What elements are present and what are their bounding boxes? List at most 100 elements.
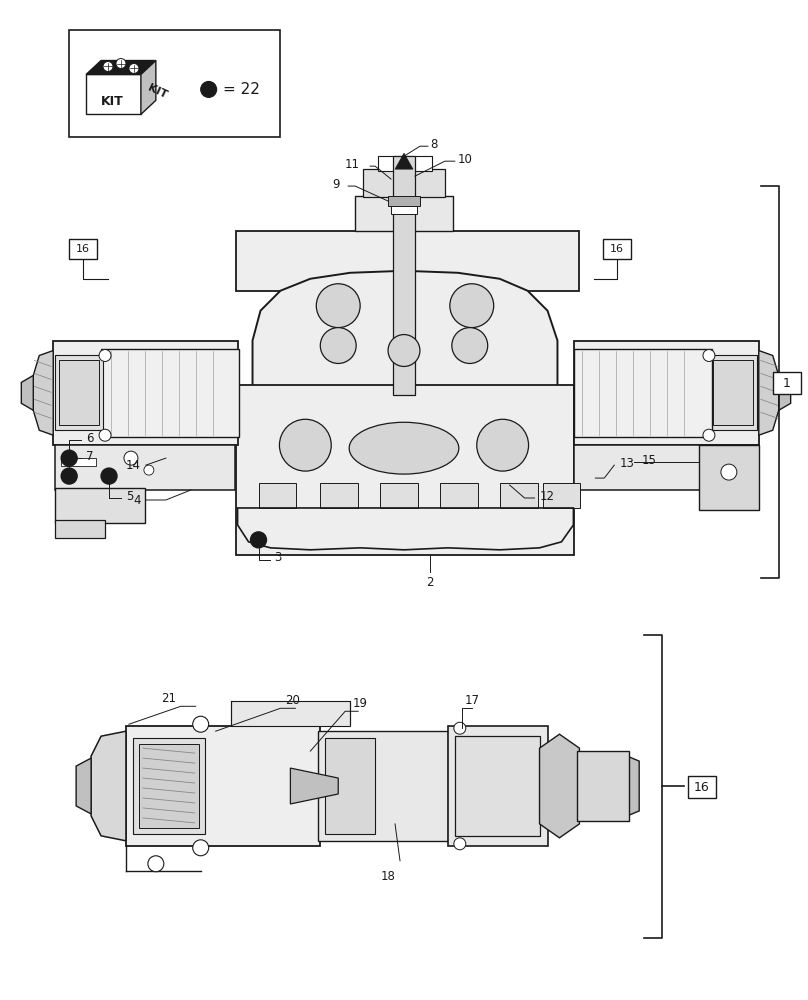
Bar: [69, 239, 97, 259]
Circle shape: [103, 62, 113, 71]
Circle shape: [280, 419, 331, 471]
Text: 20: 20: [285, 694, 301, 707]
Bar: [688, 776, 716, 798]
Circle shape: [99, 350, 111, 361]
Ellipse shape: [349, 422, 459, 474]
Bar: [363, 169, 445, 197]
Circle shape: [129, 64, 139, 73]
Bar: [709, 355, 757, 430]
Bar: [59, 360, 99, 425]
Text: KIT: KIT: [146, 83, 169, 100]
Bar: [318, 731, 448, 841]
Circle shape: [454, 838, 465, 850]
Text: 11: 11: [345, 158, 360, 171]
Circle shape: [320, 328, 356, 363]
Text: 7: 7: [86, 450, 94, 463]
Polygon shape: [540, 734, 579, 838]
Circle shape: [61, 468, 77, 484]
Bar: [69, 30, 280, 137]
Bar: [499, 483, 537, 508]
Bar: [55, 488, 145, 523]
Circle shape: [193, 840, 208, 856]
Circle shape: [144, 465, 154, 475]
Bar: [326, 738, 375, 834]
Bar: [574, 341, 759, 445]
Bar: [259, 483, 297, 508]
Circle shape: [116, 59, 126, 68]
Text: 12: 12: [540, 490, 554, 503]
Polygon shape: [253, 271, 558, 390]
Polygon shape: [141, 61, 156, 114]
Bar: [53, 341, 238, 445]
Bar: [574, 349, 712, 437]
Circle shape: [316, 284, 360, 328]
Text: 10: 10: [458, 153, 473, 166]
Text: 2: 2: [426, 576, 434, 589]
Polygon shape: [759, 351, 779, 435]
Circle shape: [454, 722, 465, 734]
Bar: [455, 736, 540, 836]
Bar: [772, 372, 801, 394]
Text: 17: 17: [465, 694, 480, 707]
Text: 16: 16: [610, 244, 625, 254]
Text: 14: 14: [126, 459, 141, 472]
Text: 18: 18: [381, 870, 395, 883]
Circle shape: [99, 429, 111, 441]
Bar: [230, 701, 350, 726]
Bar: [61, 458, 96, 466]
Polygon shape: [91, 731, 126, 841]
Polygon shape: [395, 153, 413, 169]
Text: 3: 3: [275, 551, 282, 564]
Bar: [380, 483, 418, 508]
Text: 13: 13: [619, 457, 634, 470]
Circle shape: [721, 464, 737, 480]
Text: 5: 5: [126, 490, 133, 503]
Circle shape: [250, 532, 267, 548]
Bar: [55, 355, 103, 430]
Circle shape: [450, 284, 494, 328]
Circle shape: [124, 451, 138, 465]
Text: 16: 16: [76, 244, 90, 254]
Text: 4: 4: [133, 493, 141, 506]
Bar: [388, 196, 420, 206]
Circle shape: [61, 450, 77, 466]
Circle shape: [703, 350, 715, 361]
Text: 16: 16: [694, 781, 710, 794]
Text: = 22: = 22: [223, 82, 259, 97]
Bar: [101, 349, 238, 437]
Bar: [236, 385, 574, 555]
Bar: [391, 206, 417, 214]
Bar: [578, 751, 629, 821]
Bar: [393, 156, 415, 395]
Text: 9: 9: [333, 178, 340, 191]
Circle shape: [193, 716, 208, 732]
Bar: [378, 156, 432, 171]
Circle shape: [388, 335, 420, 366]
Bar: [133, 738, 204, 834]
Bar: [713, 360, 753, 425]
Bar: [55, 445, 234, 490]
Text: 8: 8: [430, 138, 437, 151]
Polygon shape: [76, 758, 91, 814]
Bar: [55, 520, 105, 538]
Text: KIT: KIT: [101, 95, 124, 108]
Polygon shape: [779, 375, 791, 410]
Polygon shape: [86, 61, 156, 74]
Circle shape: [148, 856, 164, 872]
Polygon shape: [33, 351, 53, 435]
Bar: [356, 196, 452, 231]
Bar: [139, 744, 199, 828]
Polygon shape: [236, 231, 579, 291]
Text: 1: 1: [783, 377, 790, 390]
Bar: [542, 483, 580, 508]
Text: 6: 6: [86, 432, 94, 445]
Polygon shape: [627, 756, 639, 816]
Bar: [604, 239, 631, 259]
Text: 15: 15: [642, 454, 656, 467]
Polygon shape: [290, 768, 339, 804]
Circle shape: [703, 429, 715, 441]
Bar: [699, 445, 759, 510]
Circle shape: [477, 419, 528, 471]
Polygon shape: [21, 375, 33, 410]
Bar: [320, 483, 358, 508]
